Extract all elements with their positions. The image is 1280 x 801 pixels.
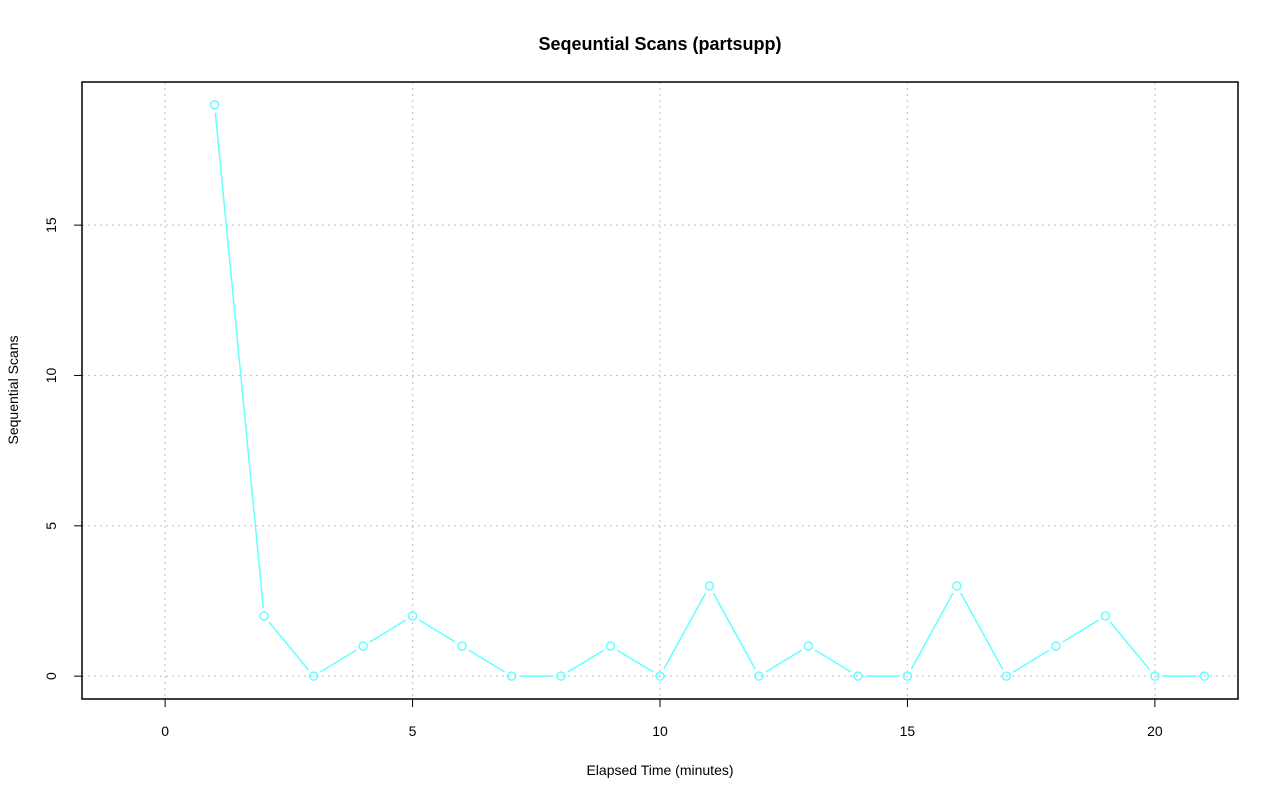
y-tick-label: 15 xyxy=(43,217,59,233)
y-axis-label: Sequential Scans xyxy=(5,336,21,445)
series-segment xyxy=(765,649,803,673)
series-segment xyxy=(814,649,852,673)
plot-frame xyxy=(81,81,1239,700)
data-point xyxy=(902,671,913,681)
series-segment xyxy=(567,649,605,673)
y-tick-label: 0 xyxy=(43,672,59,680)
x-tick-label: 5 xyxy=(409,723,417,739)
data-point xyxy=(1051,641,1061,651)
axes: 0 5 10 15 20 0 5 10 15 xyxy=(43,217,1163,739)
grid xyxy=(82,82,1238,699)
y-tick-label: 10 xyxy=(43,367,59,383)
series-segment xyxy=(616,649,654,673)
x-tick-label: 20 xyxy=(1147,723,1163,739)
data-point xyxy=(308,671,319,681)
data-point xyxy=(209,100,220,110)
data-point xyxy=(556,671,566,681)
series-segment xyxy=(663,592,707,670)
series-segment xyxy=(369,619,407,643)
x-axis-label: Elapsed Time (minutes) xyxy=(586,762,733,778)
y-tick-label: 5 xyxy=(43,522,59,530)
series-segment xyxy=(419,619,456,643)
x-tick-label: 10 xyxy=(652,723,668,739)
data-point xyxy=(655,671,665,681)
series-segment xyxy=(214,112,265,609)
series-segment xyxy=(1109,621,1151,671)
data-point xyxy=(803,641,814,651)
data-point xyxy=(259,611,269,621)
series-segment xyxy=(1012,649,1050,673)
series-segment xyxy=(960,592,1004,670)
chart-title: Seqeuntial Scans (partsupp) xyxy=(538,34,781,54)
data-point xyxy=(1199,671,1210,681)
series-segment xyxy=(1062,619,1099,643)
x-tick-label: 15 xyxy=(900,723,916,739)
series-layer xyxy=(209,100,1210,681)
data-point xyxy=(506,671,517,681)
data-point xyxy=(1100,611,1111,621)
data-point xyxy=(1150,671,1160,681)
data-point xyxy=(704,581,715,591)
data-point xyxy=(1001,671,1012,681)
data-point xyxy=(952,581,962,591)
data-point xyxy=(605,641,616,651)
data-point xyxy=(358,641,368,651)
data-point xyxy=(457,641,467,651)
data-point xyxy=(754,671,764,681)
series-segment xyxy=(268,621,310,671)
series-segment xyxy=(712,592,756,670)
data-point xyxy=(853,671,863,681)
data-point xyxy=(407,611,418,621)
series-segment xyxy=(468,649,506,673)
x-tick-label: 0 xyxy=(161,723,169,739)
series-segment xyxy=(910,592,954,670)
series-segment xyxy=(320,649,357,673)
